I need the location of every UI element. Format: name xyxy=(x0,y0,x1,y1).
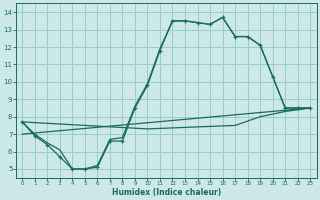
X-axis label: Humidex (Indice chaleur): Humidex (Indice chaleur) xyxy=(112,188,221,197)
